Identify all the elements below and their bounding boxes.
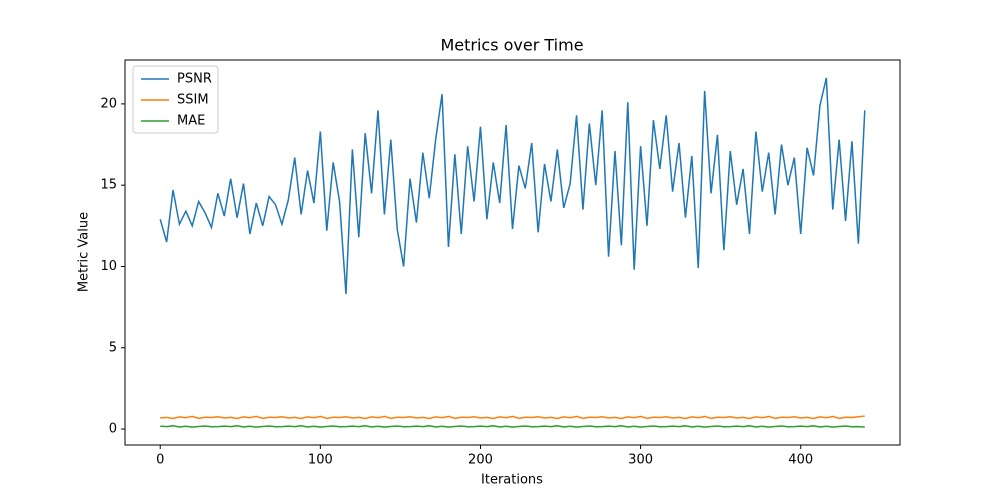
y-tick-label: 15 <box>100 178 117 193</box>
x-tick-label: 100 <box>308 453 333 468</box>
data-line <box>159 77 866 295</box>
x-tick-label: 400 <box>788 453 813 468</box>
data-line <box>160 415 865 420</box>
x-axis-label: Iterations <box>481 473 543 488</box>
chart-title: Metrics over Time <box>440 36 583 55</box>
y-tick-label: 5 <box>109 340 117 355</box>
y-tick-label: 10 <box>100 259 117 274</box>
legend-label: MAE <box>177 114 205 129</box>
y-tick-label: 20 <box>100 96 117 111</box>
x-tick-label: 200 <box>468 453 493 468</box>
plot-frame <box>124 59 901 446</box>
y-axis-label: Metric Value <box>77 212 92 292</box>
legend-box <box>132 65 219 134</box>
x-tick-label: 0 <box>156 453 164 468</box>
data-line <box>160 425 865 428</box>
x-tick-label: 300 <box>628 453 653 468</box>
legend-label: PSNR <box>177 72 212 87</box>
y-tick-label: 0 <box>109 422 117 437</box>
legend-label: SSIM <box>177 93 209 108</box>
